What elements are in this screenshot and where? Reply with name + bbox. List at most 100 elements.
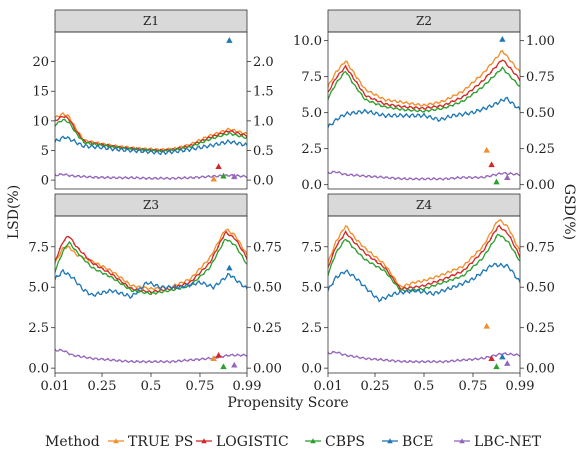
point-z2-logistic [384,102,387,105]
left-tick-label-z4: 5.0 [301,281,322,296]
point-z1-bce [226,139,229,142]
point-z4-bce [485,269,488,272]
point-z2-true-ps [355,77,358,79]
point-z4-logistic [346,233,349,236]
left-tick-label-z2: 2.5 [301,142,322,157]
point-z3-lbc-net [58,348,61,351]
point-z1-lbc-net [236,174,239,176]
point-z4-bce [504,264,507,267]
point-z4-cbps [360,254,363,257]
point-z2-lbc-net [451,177,454,179]
point-z2-lbc-net [403,177,406,179]
point-z3-lbc-net [130,359,133,362]
gsd-marker-z1-bce [226,37,233,43]
point-z1-cbps [111,145,114,148]
left-tick-label-z4: 0.0 [301,362,322,377]
point-z4-lbc-net [442,361,445,364]
point-z2-bce [432,118,435,121]
point-z2-logistic [365,95,368,98]
point-z2-true-ps [495,56,497,59]
point-z1-cbps [73,129,76,132]
right-tick-label-z2: 0.50 [526,106,555,121]
point-z3-true-ps [217,242,220,244]
point-z4-bce [471,277,473,280]
point-z3-lbc-net [183,358,186,361]
point-z1-lbc-net [150,177,152,180]
point-z4-bce [341,271,344,274]
point-z4-cbps [466,270,469,273]
point-z4-lbc-net [346,355,349,357]
point-z2-lbc-net [485,175,488,177]
point-z2-lbc-net [461,176,464,179]
point-z1-true-ps [198,138,200,141]
point-z4-logistic [495,229,497,232]
point-z1-lbc-net [116,177,119,180]
panel-border-z4 [327,215,521,374]
point-z4-cbps [504,239,507,242]
gsd-marker-z1-cbps [220,172,227,179]
point-z1-lbc-net [164,177,167,180]
point-z4-logistic [499,227,502,229]
point-z1-cbps [207,139,210,142]
point-z1-bce [212,145,215,148]
point-z3-cbps [217,250,220,253]
point-z3-lbc-net [63,350,66,353]
point-z2-bce [437,120,440,122]
point-z1-bce [150,149,152,152]
point-z3-cbps [78,254,80,256]
gsd-marker-z1-true-ps [210,175,217,182]
point-z2-true-ps [427,103,430,105]
point-z2-bce [504,97,507,100]
point-z4-bce [336,276,339,279]
point-z2-bce [403,114,406,117]
point-z1-true-ps [202,136,205,139]
right-tick-label-z3: 0.50 [253,281,282,296]
point-z3-bce [116,291,119,294]
point-z3-logistic [135,288,138,290]
legend-key-logistic: LOGISTIC [196,434,289,450]
x-tick-label-z3: 0.75 [186,379,215,394]
point-z2-cbps [394,107,397,110]
point-z4-bce [514,276,517,279]
point-z3-true-ps [126,280,128,283]
point-z1-true-ps [226,127,229,130]
point-z4-bce [451,285,454,288]
point-z2-bce [389,115,392,118]
point-z2-lbc-net [437,177,440,180]
point-z4-lbc-net [504,352,507,355]
point-z1-lbc-net [121,177,124,180]
point-z1-logistic [226,130,229,133]
point-z3-cbps [82,258,85,261]
point-z2-true-ps [389,99,392,102]
point-z2-true-ps [341,63,344,66]
point-z3-logistic [222,237,224,239]
point-z3-logistic [226,233,229,235]
point-z2-true-ps [504,53,507,56]
panel-z3: Z3 0.0 2.5 5.0 7.5 0.00 0.25 0.50 0.75 0.01 0.25 0.… [28,193,282,394]
line-z4-cbps [328,233,520,293]
x-axis-title: Propensity Score [227,395,348,411]
point-z3-cbps [130,290,133,293]
point-z2-bce [370,110,373,112]
gsd-marker-z2-true-ps [483,146,490,153]
point-z2-lbc-net [504,171,507,174]
line-z4-true-ps [328,219,520,289]
point-z2-cbps [504,71,507,74]
point-z1-bce [178,148,181,151]
point-z3-bce [159,287,162,290]
point-z4-true-ps [427,277,430,280]
point-z2-lbc-net [346,174,349,177]
point-z1-logistic [154,148,157,151]
point-z3-bce [135,292,138,295]
point-z4-bce [351,273,353,276]
point-z3-logistic [202,267,205,270]
point-z4-true-ps [437,276,440,278]
point-z4-logistic [403,286,406,289]
point-z3-true-ps [207,258,210,261]
point-z1-logistic [130,146,133,149]
point-z2-true-ps [490,63,493,66]
point-z2-lbc-net [365,176,368,178]
point-z2-logistic [499,60,502,63]
point-z2-bce [490,106,493,108]
legend-label-lbc-net: LBC-NET [474,434,542,450]
